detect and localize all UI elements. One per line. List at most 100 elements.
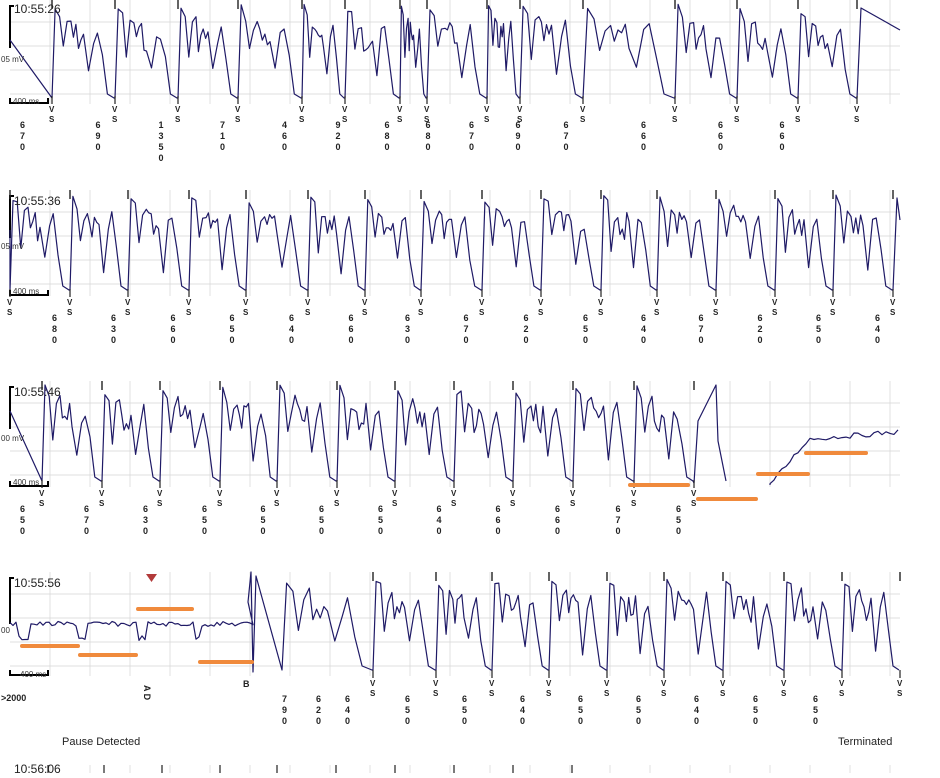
rr-interval-digit: 0 — [676, 526, 681, 536]
rr-interval-digit: 6 — [555, 515, 560, 525]
rr-interval-digit: 5 — [20, 515, 25, 525]
scale-bar — [9, 481, 49, 487]
trace-layer — [9, 3, 901, 673]
rr-interval-digit: 3 — [159, 131, 164, 141]
scale-bar — [9, 670, 49, 676]
rr-interval-digit: 5 — [578, 705, 583, 715]
rr-interval-digit: 5 — [159, 142, 164, 152]
marker-label: V — [334, 489, 340, 498]
marker-label: S — [392, 499, 398, 508]
marker-label: S — [795, 115, 801, 124]
marker-label: S — [125, 308, 131, 317]
marker-label: S — [734, 115, 740, 124]
rr-interval-digit: 0 — [171, 335, 176, 345]
marker-label: V — [484, 105, 490, 114]
marker-label: V — [854, 105, 860, 114]
marker-label: V — [734, 105, 740, 114]
rr-interval-digit: 0 — [616, 526, 621, 536]
rr-interval-digit: 0 — [524, 335, 529, 345]
marker-label: S — [538, 308, 544, 317]
strip-5-time: 10:56:06 — [14, 762, 61, 773]
marker-label: V — [661, 679, 667, 688]
rr-interval-digit: 6 — [641, 313, 646, 323]
rr-interval-digit: 6 — [202, 504, 207, 514]
rr-interval-digit: 0 — [202, 526, 207, 536]
marker-label: V — [7, 298, 13, 307]
strip-4-grid — [9, 572, 900, 676]
marker-label: S — [299, 115, 305, 124]
rr-interval-digit: 6 — [813, 694, 818, 704]
marker-label: V — [125, 298, 131, 307]
strip-3-grid — [9, 381, 900, 487]
calibration-bracket — [9, 577, 14, 624]
rr-interval-digit: 0 — [636, 716, 641, 726]
rr-interval-digit: 6 — [405, 313, 410, 323]
rr-interval-digit: 8 — [385, 131, 390, 141]
rr-interval-digit: 6 — [345, 694, 350, 704]
marker-label: S — [484, 115, 490, 124]
rr-interval-digit: 6 — [564, 120, 569, 130]
rr-interval-digit: 0 — [261, 526, 266, 536]
rr-interval-digit: 0 — [282, 142, 287, 152]
calibration-bracket — [9, 386, 14, 429]
marker-label: S — [186, 308, 192, 317]
marker-label: V — [691, 489, 697, 498]
strip-2-time: 10:55:36 — [14, 194, 61, 208]
rr-interval-digit: 6 — [753, 694, 758, 704]
marker-label: V — [604, 679, 610, 688]
marker-label: V — [489, 679, 495, 688]
marker-label: S — [897, 689, 903, 698]
rr-interval-digit: 4 — [520, 705, 525, 715]
rr-interval-digit: 6 — [20, 120, 25, 130]
rr-interval-digit: 9 — [336, 120, 341, 130]
rr-interval-digit: 7 — [699, 324, 704, 334]
strip-3-tail-trace — [769, 429, 899, 485]
marker-label: V — [795, 105, 801, 114]
rr-interval-digit: 0 — [111, 335, 116, 345]
rr-interval-digit: 6 — [758, 313, 763, 323]
marker-label: V — [772, 298, 778, 307]
rr-interval-digit: 0 — [520, 716, 525, 726]
marker-label: V — [720, 679, 726, 688]
marker-label: V — [235, 105, 241, 114]
marker-label: V — [67, 298, 73, 307]
rr-interval-digit: 4 — [345, 705, 350, 715]
rr-interval-digit: 7 — [84, 515, 89, 525]
marker-label: S — [772, 308, 778, 317]
rr-interval-digit: 6 — [261, 504, 266, 514]
rr-interval-digit: 0 — [694, 716, 699, 726]
rr-interval-digit: 0 — [555, 526, 560, 536]
rr-interval-digit: 6 — [84, 504, 89, 514]
rr-interval-digit: 6 — [230, 313, 235, 323]
rr-interval-digit: 6 — [378, 504, 383, 514]
rr-interval-digit: 6 — [520, 694, 525, 704]
strip-3-time: 10:55:46 — [14, 385, 61, 399]
rr-interval-digit: 6 — [52, 313, 57, 323]
rr-interval-digit: 2 — [758, 324, 763, 334]
rr-interval-digit: 0 — [816, 335, 821, 345]
marker-label: S — [39, 499, 45, 508]
marker-label: V — [397, 105, 403, 114]
marker-label: V — [713, 298, 719, 307]
marker-label: S — [661, 689, 667, 698]
strip-1-time: 10:55:26 — [14, 2, 61, 16]
rr-interval-digit: 6 — [875, 313, 880, 323]
marker-label: S — [99, 499, 105, 508]
rr-interval-digit: 6 — [111, 313, 116, 323]
rr-interval-digit: 1 — [159, 120, 164, 130]
marker-label: S — [424, 115, 430, 124]
rr-interval-digit: 0 — [405, 335, 410, 345]
strip-4-time: 10:55:56 — [14, 576, 61, 590]
rr-interval-digit: 0 — [385, 142, 390, 152]
rr-interval-digit: 3 — [143, 515, 148, 525]
marker-label: S — [854, 115, 860, 124]
strip-3-scale-label: 400 ms — [13, 478, 39, 487]
rr-interval-digit: 6 — [96, 120, 101, 130]
rr-interval-digit: 6 — [676, 504, 681, 514]
rr-interval-digit: 0 — [813, 716, 818, 726]
rr-interval-digit: 6 — [349, 313, 354, 323]
marker-label: S — [510, 499, 516, 508]
rr-interval-digit: 5 — [462, 705, 467, 715]
scale-bar — [9, 98, 49, 104]
